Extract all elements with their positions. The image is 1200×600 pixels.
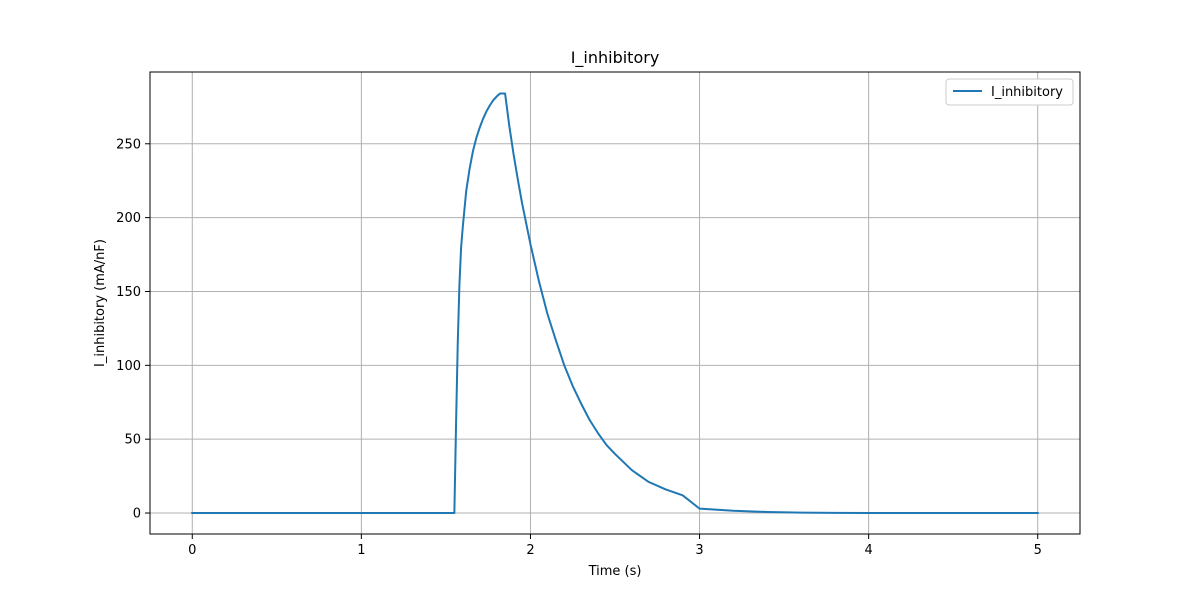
y-tick-label: 250 <box>116 137 141 152</box>
x-tick-label: 1 <box>357 543 365 558</box>
y-tick-label: 150 <box>116 285 141 300</box>
series-line <box>191 92 1039 515</box>
x-tick-label: 4 <box>864 543 872 558</box>
x-tick-label: 5 <box>1034 543 1042 558</box>
x-axis-label: Time (s) <box>588 564 642 579</box>
chart-title: I_inhibitory <box>571 48 660 68</box>
legend: I_inhibitory <box>945 78 1074 106</box>
x-tick-label: 2 <box>526 543 534 558</box>
series-layer <box>191 92 1039 515</box>
legend-box <box>945 78 1074 106</box>
y-tick-label: 200 <box>116 211 141 226</box>
y-axis-label: I_inhibitory (mA/nF) <box>93 239 108 367</box>
x-tick-label: 3 <box>695 543 703 558</box>
x-tick-label: 0 <box>188 543 196 558</box>
plot-area <box>150 72 1080 534</box>
y-tick-label: 0 <box>133 507 141 522</box>
plot-frame <box>149 71 1081 535</box>
legend-label: I_inhibitory <box>991 85 1063 100</box>
y-tick-label: 50 <box>124 433 141 448</box>
y-tick-label: 100 <box>116 359 141 374</box>
